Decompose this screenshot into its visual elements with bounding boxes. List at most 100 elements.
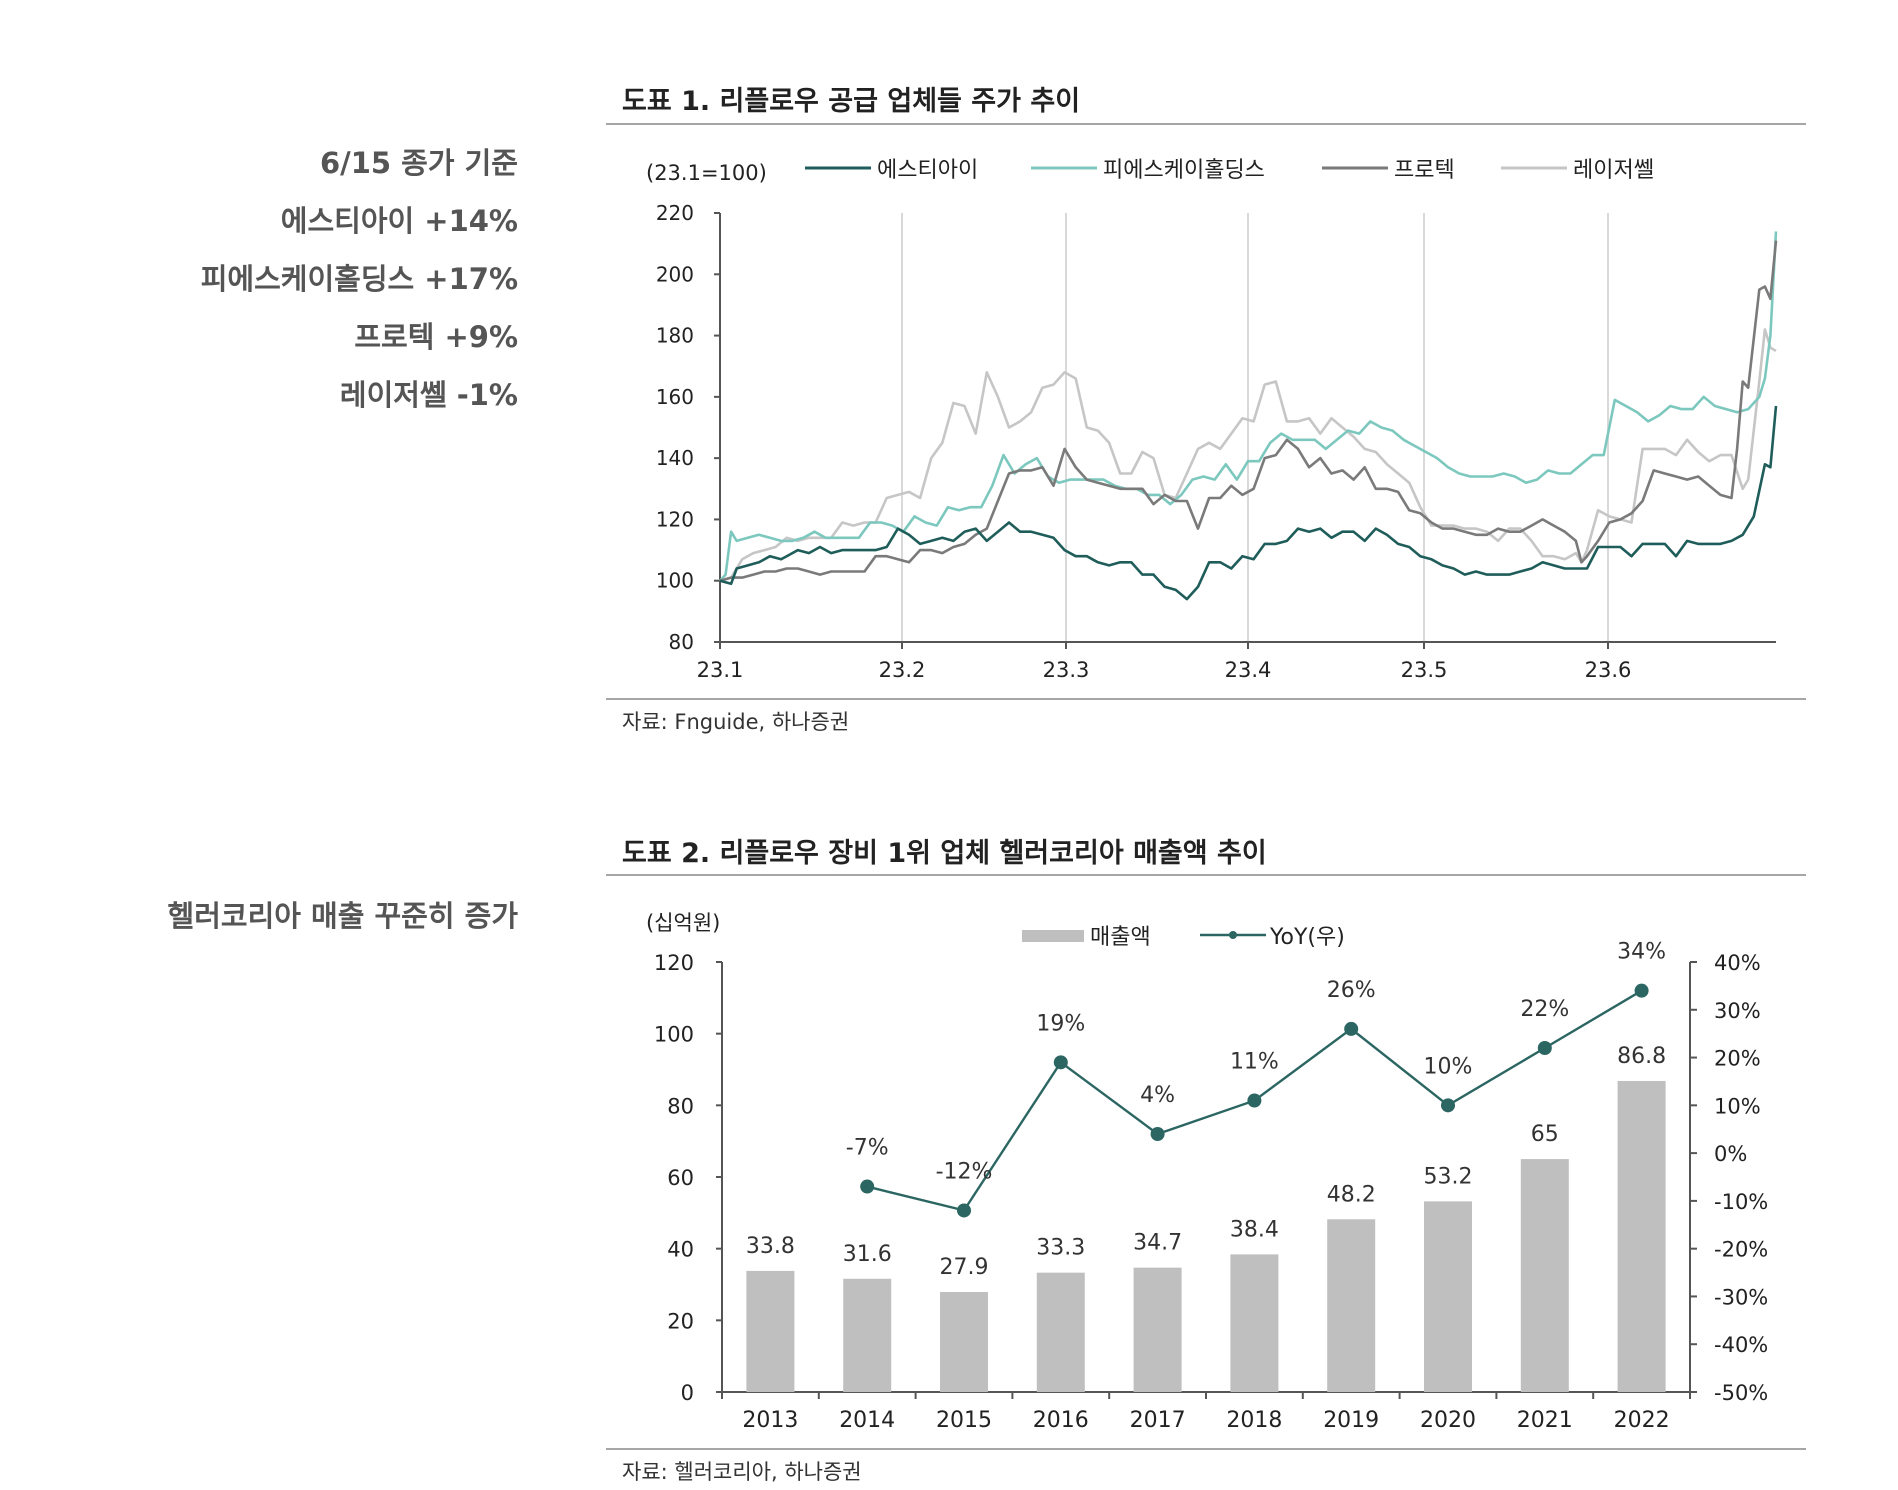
- chart2-y2-tick-label: 30%: [1714, 999, 1761, 1023]
- chart2-y2-tick-label: -30%: [1714, 1285, 1768, 1309]
- chart2-bar: [843, 1278, 892, 1392]
- chart2-y2-tick-label: -10%: [1714, 1190, 1768, 1214]
- chart2-legend-bar-swatch: [1022, 930, 1084, 942]
- chart2-bar-label: 65: [1531, 1122, 1559, 1147]
- sidebar-line: 에스티아이 +14%: [280, 204, 518, 238]
- chart2-bar-label: 53.2: [1424, 1164, 1473, 1189]
- chart1-legend-label: 레이저쎌: [1573, 158, 1654, 183]
- chart2-yoy-marker: [1344, 1021, 1359, 1036]
- figure1-bottom-rule: [606, 698, 1806, 700]
- figure2-title: 도표 2. 리플로우 장비 1위 업체 헬러코리아 매출액 추이: [622, 838, 1267, 869]
- chart2-bar: [1036, 1272, 1085, 1392]
- chart1-series-line: [719, 405, 1778, 601]
- chart1-legend-label: 에스티아이: [877, 158, 978, 183]
- chart2-bar-label: 86.8: [1617, 1044, 1666, 1069]
- figure2-top-rule: [606, 874, 1806, 876]
- chart1-x-tick-label: 23.1: [697, 658, 744, 682]
- chart1-legend-label: 피에스케이홀딩스: [1103, 158, 1265, 183]
- sidebar-line: 6/15 종가 기준: [319, 146, 518, 180]
- chart1-y-tick-label: 120: [656, 507, 694, 531]
- chart1-x-tick-label: 23.5: [1401, 658, 1448, 682]
- chart2-bar-label: 48.2: [1327, 1182, 1376, 1207]
- chart2-yoy-label: 11%: [1230, 1050, 1279, 1075]
- chart2-yoy-marker: [1537, 1041, 1552, 1055]
- chart2-yoy-label: 10%: [1424, 1054, 1473, 1079]
- chart2-legend-bar-label: 매출액: [1090, 925, 1151, 950]
- chart2-y-tick-label: 80: [667, 1094, 694, 1118]
- figure2-bottom-rule: [606, 1448, 1806, 1450]
- chart2-yoy-marker: [957, 1203, 971, 1218]
- chart2-bar-label: 33.8: [746, 1234, 795, 1259]
- chart2-bar: [1617, 1080, 1666, 1392]
- chart2-bar: [1133, 1267, 1182, 1392]
- chart2-y2-tick-label: 0%: [1714, 1142, 1747, 1166]
- chart2-y-tick-label: 120: [654, 951, 694, 975]
- chart1-x-tick-label: 23.6: [1585, 658, 1632, 682]
- chart2-legend-line-label: YoY(우): [1269, 925, 1345, 950]
- chart2-bar-label: 38.4: [1230, 1217, 1279, 1242]
- chart2-yoy-marker: [1150, 1127, 1165, 1141]
- chart2-y2-tick-label: 20%: [1714, 1047, 1761, 1071]
- chart2-yoy-label: -12%: [936, 1159, 993, 1184]
- chart1-y-tick-label: 160: [656, 385, 694, 409]
- chart2-y2-tick-label: -40%: [1714, 1333, 1768, 1357]
- chart2-bar-label: 34.7: [1133, 1231, 1182, 1256]
- chart2-y-tick-label: 60: [667, 1166, 694, 1190]
- chart2-bar-label: 31.6: [843, 1242, 892, 1267]
- chart1-y-tick-label: 180: [656, 324, 694, 348]
- sidebar-line: 피에스케이홀딩스 +17%: [200, 262, 518, 296]
- chart2-bar: [1327, 1219, 1376, 1392]
- chart2-yoy-marker: [1441, 1098, 1455, 1113]
- chart2-legend-line-marker: [1229, 931, 1237, 939]
- figure2-source: 자료: 헬러코리아, 하나증권: [622, 1460, 862, 1484]
- chart2-yoy-label: 4%: [1140, 1083, 1175, 1108]
- chart2-bar: [746, 1270, 795, 1392]
- chart2-y2-tick-label: 40%: [1714, 951, 1761, 975]
- sidebar-line: 레이저쎌 -1%: [339, 378, 518, 412]
- chart2-bar: [1520, 1159, 1569, 1392]
- chart1-y-tick-label: 200: [656, 262, 694, 286]
- chart2-y2-tick-label: -50%: [1714, 1381, 1768, 1405]
- chart2-x-tick-label: 2015: [936, 1408, 992, 1433]
- chart2-yoy-label: 22%: [1520, 997, 1569, 1022]
- chart2-bar: [1424, 1201, 1472, 1392]
- chart2-yoy-label: 19%: [1036, 1011, 1085, 1036]
- chart2-y2-tick-label: 10%: [1714, 1094, 1761, 1118]
- chart2-x-tick-label: 2018: [1226, 1408, 1282, 1433]
- chart1-series-line: [719, 240, 1778, 582]
- chart1-y-tick-label: 140: [656, 446, 694, 470]
- chart2-x-tick-label: 2022: [1614, 1408, 1670, 1433]
- chart1-x-tick-label: 23.2: [879, 658, 926, 682]
- chart2-x-tick-label: 2014: [839, 1408, 895, 1433]
- sidebar-line: 프로텍 +9%: [354, 320, 518, 354]
- chart1-unit-label: (23.1=100): [646, 161, 767, 185]
- chart2-y-tick-label: 20: [667, 1309, 694, 1333]
- chart2-yoy-label: -7%: [846, 1136, 889, 1161]
- chart1-y-tick-label: 220: [656, 201, 694, 225]
- chart2-x-tick-label: 2013: [742, 1408, 798, 1433]
- chart2-x-tick-label: 2020: [1420, 1408, 1476, 1433]
- chart1-series-line: [719, 231, 1778, 582]
- chart2-y2-tick-label: -20%: [1714, 1238, 1768, 1262]
- figure1-source: 자료: Fnguide, 하나증권: [622, 710, 850, 734]
- chart2-bar-label: 33.3: [1036, 1236, 1085, 1261]
- chart2-y-tick-label: 100: [654, 1023, 694, 1047]
- chart2-x-tick-label: 2021: [1517, 1408, 1573, 1433]
- chart2-x-tick-label: 2017: [1130, 1408, 1186, 1433]
- chart2-bar: [940, 1292, 988, 1392]
- chart2-y-tick-label: 0: [681, 1381, 694, 1405]
- chart2-bar: [1230, 1254, 1279, 1392]
- chart1-legend-label: 프로텍: [1394, 158, 1455, 183]
- figure1-top-rule: [606, 123, 1806, 125]
- chart2-yoy-marker: [1247, 1093, 1262, 1108]
- chart2-bar-label: 27.9: [940, 1255, 989, 1280]
- sidebar-revenue-note: 헬러코리아 매출 꾸준히 증가: [168, 887, 518, 945]
- chart2-y-tick-label: 40: [667, 1238, 694, 1262]
- chart1-series-line: [719, 328, 1777, 582]
- chart2-yoy-marker: [860, 1179, 875, 1194]
- chart1-x-tick-label: 23.3: [1043, 658, 1090, 682]
- chart2-unit-label: (십억원): [646, 911, 720, 935]
- chart1-y-tick-label: 100: [656, 569, 694, 593]
- chart2-yoy-marker: [1053, 1055, 1068, 1070]
